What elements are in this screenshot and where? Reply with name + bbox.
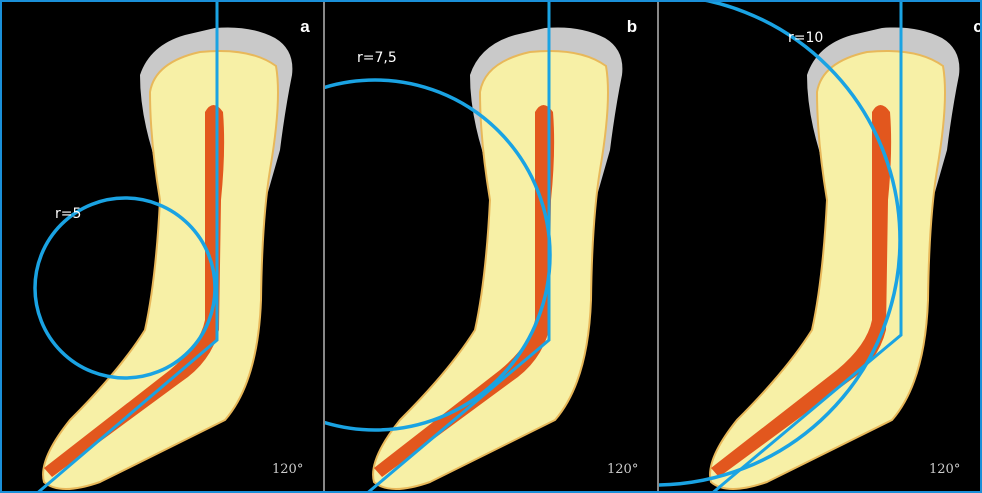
figure: ar=5120°br=7,5120°cr=10120° (0, 0, 982, 493)
panel: a r=5 120° (0, 0, 323, 493)
panel-label: b (627, 17, 637, 36)
radius-label: r=5 (55, 206, 81, 222)
angle-label: 120° (929, 462, 960, 477)
angle-label: 120° (607, 462, 638, 477)
radius-label: r=10 (788, 30, 823, 46)
angle-label: 120° (272, 462, 303, 477)
radius-label: r=7,5 (357, 50, 397, 66)
panel-label: a (300, 17, 310, 36)
